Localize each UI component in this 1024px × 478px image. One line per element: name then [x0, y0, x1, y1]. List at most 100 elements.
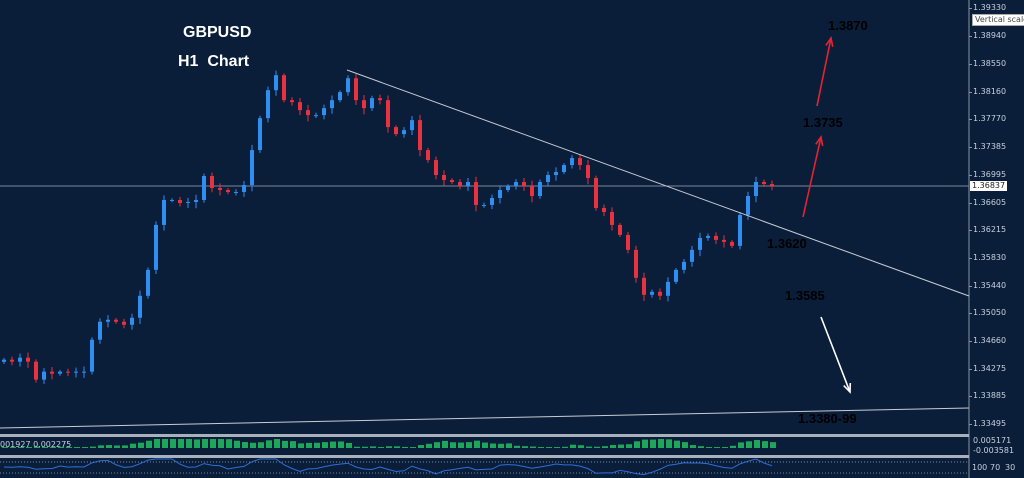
candle-body: [682, 261, 686, 270]
macd-bar: [306, 442, 312, 448]
up-arrow-icon: [816, 37, 832, 107]
macd-bar: [130, 443, 136, 448]
macd-bar: [410, 447, 416, 448]
macd-bar: [346, 442, 352, 448]
macd-bar: [538, 447, 544, 448]
candle-body: [282, 75, 286, 101]
candle-body: [82, 371, 86, 373]
macd-bar: [186, 439, 192, 448]
candle-body: [42, 371, 46, 380]
candle-body: [554, 172, 558, 176]
macd-bar: [242, 442, 248, 448]
candle-body: [2, 359, 6, 362]
macd-bar: [658, 439, 664, 448]
candle-body: [186, 201, 190, 203]
candle-body: [546, 175, 550, 183]
candle-body: [34, 361, 38, 380]
up-arrow-icon-head: [815, 134, 824, 146]
candle-body: [434, 160, 438, 176]
candle-body: [114, 319, 118, 322]
candle-body: [770, 184, 774, 186]
candle-body: [10, 359, 14, 362]
macd-bar: [378, 447, 384, 448]
candle-body: [666, 281, 670, 296]
macd-bar: [338, 441, 344, 448]
candle-body: [722, 239, 726, 242]
macd-bar: [370, 446, 376, 448]
candle-body: [146, 269, 150, 296]
macd-bar: [42, 447, 48, 448]
price-tick-label: 1.33885: [973, 391, 1007, 401]
price-tick-mark: [969, 341, 972, 343]
pivot-label: 1.3585: [785, 288, 825, 303]
candle-body: [394, 127, 398, 135]
macd-bar: [530, 446, 536, 448]
macd-bar: [170, 439, 176, 448]
macd-bar: [386, 446, 392, 448]
macd-bar: [138, 442, 144, 448]
up-arrow-icon-head: [825, 35, 834, 47]
candle-body: [506, 186, 510, 190]
macd-bar: [114, 445, 120, 448]
macd-bar: [738, 442, 744, 448]
candle-body: [466, 182, 470, 186]
macd-bar: [442, 440, 448, 448]
candle-body: [314, 115, 318, 117]
macd-bar: [282, 440, 288, 448]
support-trendline: [0, 407, 970, 429]
macd-bar: [610, 444, 616, 448]
candle-body: [178, 199, 182, 203]
candle-body: [378, 98, 382, 101]
current-price-label: 1.36837: [970, 181, 1008, 191]
candle-body: [218, 187, 222, 190]
price-tick-mark: [969, 91, 972, 93]
candle-body: [754, 182, 758, 196]
macd-bar: [26, 447, 32, 448]
macd-bar: [642, 439, 648, 448]
candle-body: [490, 197, 494, 205]
macd-scale-max: 0.005171: [973, 436, 1012, 445]
macd-bar: [770, 442, 776, 448]
target-label-2: 1.3735: [803, 115, 843, 130]
macd-bar: [682, 442, 688, 448]
macd-bar: [498, 443, 504, 448]
macd-bar: [258, 442, 264, 448]
macd-bar: [578, 445, 584, 448]
macd-bar: [490, 443, 496, 448]
candle-body: [690, 249, 694, 262]
price-tick-mark: [969, 36, 972, 38]
price-tick-label: 1.39330: [973, 3, 1007, 13]
price-tick-mark: [969, 257, 972, 259]
macd-bar: [210, 439, 216, 448]
candle-body: [610, 211, 614, 225]
candle-body: [698, 237, 702, 250]
candle-body: [74, 371, 78, 373]
price-tick-label: 1.36215: [973, 225, 1007, 235]
candle-body: [410, 120, 414, 131]
macd-bar: [226, 439, 232, 448]
macd-bar: [50, 447, 56, 448]
macd-bar: [762, 441, 768, 448]
macd-bar: [714, 447, 720, 448]
price-tick-mark: [969, 119, 972, 121]
candle-body: [354, 78, 358, 101]
target-label-1: 1.3870: [828, 18, 868, 33]
macd-bar: [162, 439, 168, 448]
candle-body: [674, 269, 678, 282]
macd-bar: [274, 439, 280, 448]
candle-body: [258, 118, 262, 151]
price-tick-label: 1.37385: [973, 141, 1007, 151]
candle-body: [762, 182, 766, 185]
macd-bar: [706, 447, 712, 448]
chart-subtitle: H1 Chart: [178, 53, 250, 70]
macd-bar: [266, 440, 272, 448]
price-tick-label: 1.33495: [973, 419, 1007, 429]
macd-bar: [18, 447, 24, 448]
down-arrow-icon: [820, 316, 851, 393]
macd-bar: [202, 439, 208, 448]
candle-body: [154, 224, 158, 270]
macd-bar: [626, 444, 632, 448]
candle-body: [346, 78, 350, 93]
